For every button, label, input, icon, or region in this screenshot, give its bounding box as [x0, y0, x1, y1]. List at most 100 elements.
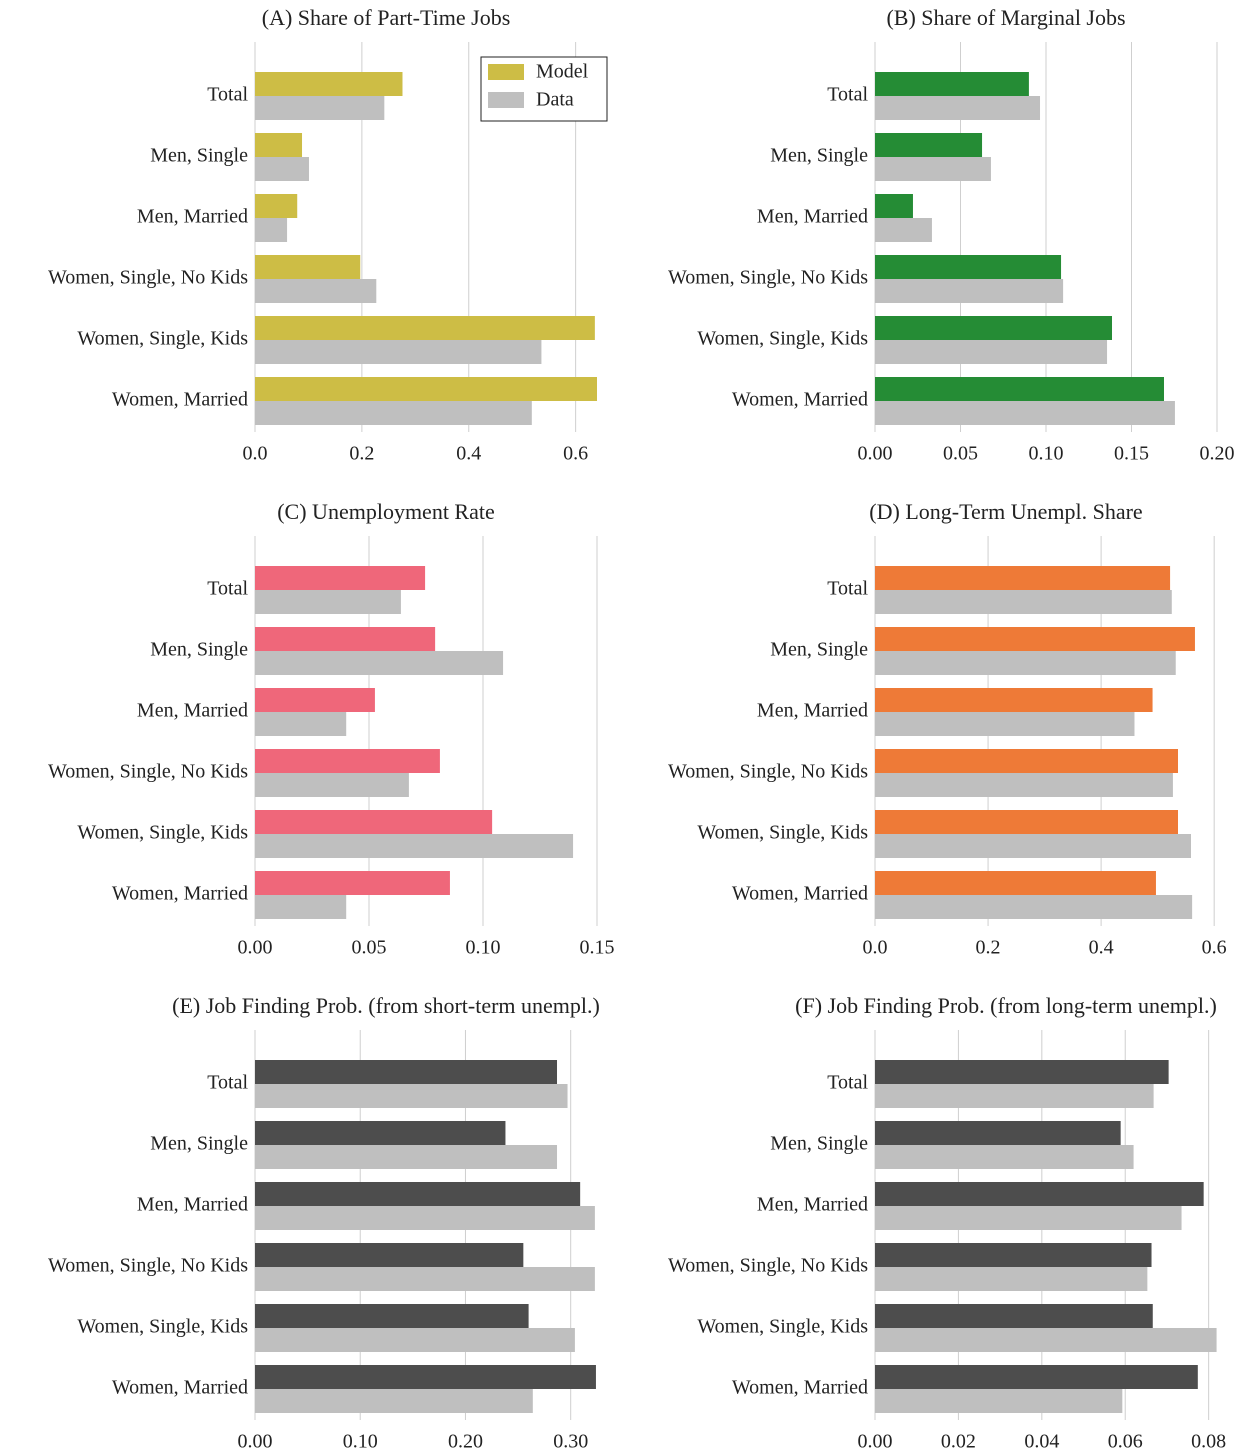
- bar: [875, 773, 1173, 797]
- y-tick-label: Women, Single, Kids: [77, 1316, 248, 1338]
- bar: [875, 1084, 1154, 1108]
- bar: [255, 218, 288, 242]
- bar: [255, 72, 403, 96]
- x-tick-label: 0.20: [448, 1431, 483, 1453]
- y-tick-label: Women, Single, Kids: [697, 328, 868, 350]
- bar: [875, 1206, 1182, 1230]
- bar: [875, 157, 991, 181]
- y-tick-label: Men, Single: [150, 639, 248, 661]
- legend-label: Model: [536, 61, 589, 83]
- panel-title: (A) Share of Part-Time Jobs: [262, 5, 511, 30]
- bar: [255, 1060, 558, 1084]
- bar: [255, 377, 597, 401]
- bar: [875, 96, 1041, 120]
- bar: [255, 194, 298, 218]
- x-tick-label: 0.10: [343, 1431, 378, 1453]
- y-tick-label: Men, Married: [137, 1194, 248, 1216]
- y-tick-label: Women, Single, Kids: [697, 822, 868, 844]
- x-tick-label: 0.00: [238, 1431, 273, 1453]
- x-tick-label: 0.0: [863, 937, 888, 959]
- panel-title: (E) Job Finding Prob. (from short-term u…: [172, 993, 600, 1018]
- panel-title: (C) Unemployment Rate: [277, 499, 495, 524]
- bar: [255, 1365, 596, 1389]
- bar: [875, 1389, 1123, 1413]
- bar: [255, 895, 347, 919]
- bar: [875, 834, 1191, 858]
- y-tick-label: Women, Single, No Kids: [48, 1255, 248, 1277]
- bar: [255, 773, 409, 797]
- y-tick-label: Total: [827, 1072, 868, 1094]
- bar: [255, 1084, 568, 1108]
- bar: [875, 72, 1029, 96]
- legend-label: Data: [536, 89, 574, 111]
- bar: [875, 810, 1178, 834]
- y-tick-label: Women, Single, No Kids: [668, 267, 868, 289]
- y-tick-label: Men, Married: [757, 700, 868, 722]
- bar: [875, 255, 1062, 279]
- y-tick-label: Men, Single: [150, 145, 248, 167]
- bar: [875, 1365, 1198, 1389]
- x-tick-label: 0.20: [1200, 443, 1235, 465]
- x-tick-label: 0.4: [456, 443, 481, 465]
- bar: [255, 566, 426, 590]
- x-tick-label: 0.00: [858, 443, 893, 465]
- bar: [875, 401, 1175, 425]
- bar: [255, 1121, 506, 1145]
- x-tick-label: 0.06: [1108, 1431, 1143, 1453]
- bar: [255, 590, 401, 614]
- bar: [875, 749, 1178, 773]
- x-tick-label: 0.0: [243, 443, 268, 465]
- bar: [255, 651, 504, 675]
- bar: [875, 1267, 1148, 1291]
- x-tick-label: 0.10: [466, 937, 501, 959]
- x-tick-label: 0.15: [1114, 443, 1149, 465]
- bar: [255, 133, 303, 157]
- bar: [875, 651, 1176, 675]
- x-tick-label: 0.4: [1089, 937, 1114, 959]
- x-tick-label: 0.04: [1024, 1431, 1059, 1453]
- y-tick-label: Women, Single, No Kids: [48, 761, 248, 783]
- bar: [255, 749, 440, 773]
- bar: [875, 377, 1164, 401]
- x-tick-label: 0.05: [943, 443, 978, 465]
- bar: [875, 688, 1153, 712]
- bar: [255, 627, 436, 651]
- y-tick-label: Total: [207, 84, 248, 106]
- x-tick-label: 0.2: [349, 443, 374, 465]
- y-tick-label: Women, Married: [112, 883, 248, 905]
- bar: [875, 871, 1156, 895]
- x-tick-label: 0.10: [1029, 443, 1064, 465]
- bar: [255, 255, 361, 279]
- bar: [255, 401, 532, 425]
- bar: [255, 1267, 595, 1291]
- bar: [875, 627, 1195, 651]
- bar: [255, 834, 574, 858]
- bar: [875, 1145, 1134, 1169]
- y-tick-label: Women, Married: [732, 883, 868, 905]
- x-tick-label: 0.00: [238, 937, 273, 959]
- x-tick-label: 0.15: [580, 937, 615, 959]
- bar: [255, 871, 450, 895]
- y-tick-label: Women, Married: [732, 1377, 868, 1399]
- x-tick-label: 0.6: [563, 443, 588, 465]
- bar: [875, 1328, 1217, 1352]
- bar: [255, 96, 385, 120]
- x-tick-label: 0.30: [553, 1431, 588, 1453]
- bar: [255, 279, 377, 303]
- legend-swatch: [488, 64, 524, 80]
- bar: [255, 316, 595, 340]
- bar: [875, 279, 1064, 303]
- bar: [255, 1389, 533, 1413]
- panel-title: (F) Job Finding Prob. (from long-term un…: [795, 993, 1217, 1018]
- bar: [255, 1304, 529, 1328]
- x-tick-label: 0.08: [1191, 1431, 1226, 1453]
- y-tick-label: Women, Single, No Kids: [48, 267, 248, 289]
- y-tick-label: Women, Married: [112, 1377, 248, 1399]
- bar: [875, 895, 1193, 919]
- bar: [255, 688, 375, 712]
- bar: [875, 1121, 1121, 1145]
- y-tick-label: Women, Single, Kids: [77, 328, 248, 350]
- bar: [875, 590, 1172, 614]
- y-tick-label: Men, Single: [770, 639, 868, 661]
